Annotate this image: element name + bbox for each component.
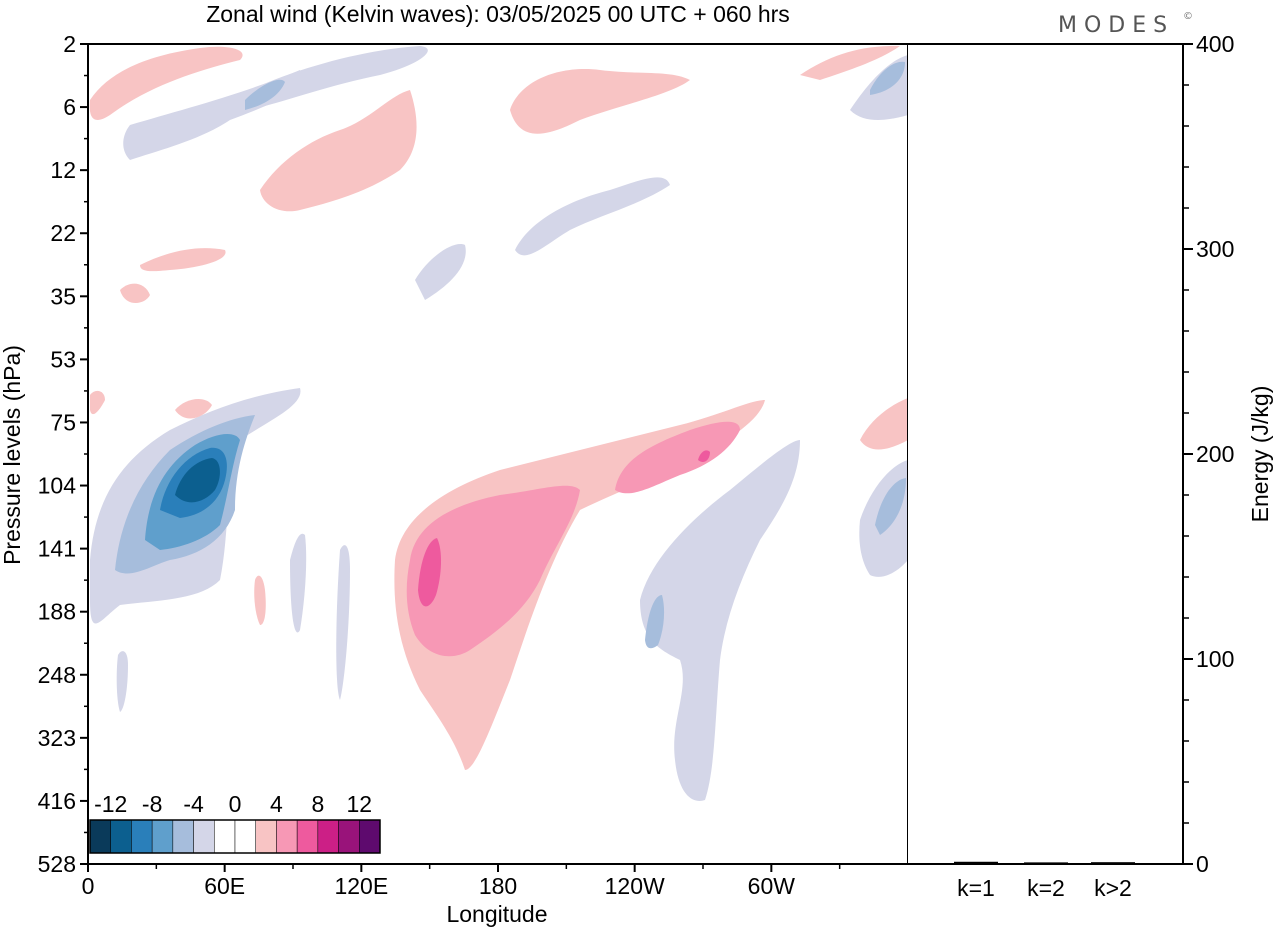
heatmap-y-label: Pressure levels (hPa) xyxy=(0,345,25,565)
heatmap-x-tick-label: 60E xyxy=(204,873,245,899)
colorbar-frame xyxy=(89,819,381,854)
colorbar-label: -4 xyxy=(183,791,204,817)
colorbar-swatch xyxy=(234,819,256,854)
colorbar-swatch xyxy=(131,819,153,854)
colorbar-swatch xyxy=(276,819,298,854)
energy-y-tick-label: 200 xyxy=(1196,441,1234,467)
contour-neg-top-right-core xyxy=(870,61,905,95)
colorbar-swatch xyxy=(317,819,339,854)
energy-y-tick-label: 400 xyxy=(1196,31,1234,57)
colorbar-label: 8 xyxy=(311,791,324,817)
heatmap-y-tick-label: 323 xyxy=(38,725,76,751)
contour-pos-stratosphere-band xyxy=(260,90,417,212)
colorbar-swatch xyxy=(255,819,277,854)
chart-title: Zonal wind (Kelvin waves): 03/05/2025 00… xyxy=(206,1,790,27)
heatmap-x-tick-label: 120E xyxy=(334,873,388,899)
heatmap-y-tick-label: 416 xyxy=(38,788,76,814)
brand-logo: MODES xyxy=(1058,13,1174,38)
colorbar-swatch xyxy=(296,819,319,854)
colorbar-swatch xyxy=(89,819,111,854)
energy-bar xyxy=(954,861,998,864)
heatmap-y-tick-label: 248 xyxy=(38,662,76,688)
heatmap-x-label: Longitude xyxy=(446,901,547,927)
contour-neg-streak-1 xyxy=(290,533,307,633)
contour-pos-streak-2 xyxy=(175,398,212,419)
contour-pos-streak-1 xyxy=(254,575,266,625)
energy-x-tick-label: k=2 xyxy=(1027,875,1065,901)
energy-y-label: Energy (J/kg) xyxy=(1247,386,1273,523)
contour-neg-right-edge-core xyxy=(875,478,906,535)
contour-pos-east-mid xyxy=(615,421,740,494)
energy-x-tick-label: k=1 xyxy=(957,875,995,901)
colorbar-label: -8 xyxy=(142,791,162,817)
colorbar-swatch xyxy=(338,819,360,854)
heatmap-y-tick-label: 75 xyxy=(50,409,76,435)
contour-neg-center-band xyxy=(515,177,670,256)
energy-bar xyxy=(1024,862,1068,865)
heatmap-x-axis: 0 60E 120E 180 120W 60W xyxy=(82,864,841,899)
heatmap-y-tick-label: 188 xyxy=(38,599,76,625)
contour-neg-streak-2 xyxy=(336,545,350,700)
colorbar-swatch xyxy=(151,819,174,854)
energy-bar xyxy=(1091,862,1135,865)
heatmap-panel: 2 6 12 22 35 53 75 104 141 188 248 323 416 528 0 60E 12… xyxy=(0,31,909,927)
contour-pos-upper-left xyxy=(89,46,243,121)
heatmap-y-tick-label: 35 xyxy=(50,283,76,309)
colorbar-swatch xyxy=(359,819,381,854)
heatmap-y-tick-label: 104 xyxy=(38,473,77,499)
colorbar-swatch xyxy=(193,819,215,854)
contour-neg-right-outer xyxy=(640,440,800,801)
contour-pos-center-outer xyxy=(394,400,765,770)
bar-panel-background xyxy=(908,44,1183,864)
contour-pos-top-right xyxy=(800,45,900,80)
colorbar-label: 12 xyxy=(346,791,372,817)
heatmap-x-tick-label: 0 xyxy=(82,873,95,899)
heatmap-y-tick-label: 528 xyxy=(38,851,76,877)
heatmap-y-tick-label: 2 xyxy=(63,31,76,57)
heatmap-y-tick-label: 22 xyxy=(50,220,76,246)
heatmap-y-tick-label: 12 xyxy=(50,157,76,183)
energy-y-tick-label: 100 xyxy=(1196,646,1234,672)
colorbar-swatch xyxy=(214,819,236,854)
contour-pos-top-mid xyxy=(510,69,690,134)
colorbar-label: 4 xyxy=(270,791,283,817)
heatmap-y-tick-label: 141 xyxy=(38,536,76,562)
energy-x-axis: k=1 k=2 k>2 xyxy=(957,875,1132,901)
contour-pos-center-core xyxy=(418,538,442,607)
energy-y-axis: 0 100 200 300 400 xyxy=(1183,31,1234,877)
contour-pos-mid-band xyxy=(140,248,226,272)
colorbar-swatch xyxy=(110,819,132,854)
colorbar-labels: -12 -8 -4 0 4 8 12 xyxy=(94,791,372,817)
heatmap-y-axis: 2 6 12 22 35 53 75 104 141 188 248 323 416 528 xyxy=(38,31,88,877)
colorbar-swatch xyxy=(172,819,194,854)
contour-pos-center-mid xyxy=(406,485,580,657)
heatmap-x-tick-label: 180 xyxy=(479,873,517,899)
heatmap-x-tick-label: 120W xyxy=(605,873,665,899)
brand-mark: © xyxy=(1183,11,1193,22)
energy-y-tick-label: 300 xyxy=(1196,236,1234,262)
contour-neg-right-core xyxy=(645,595,665,649)
contour-pos-right-edge xyxy=(860,398,908,450)
energy-y-tick-label: 0 xyxy=(1196,851,1209,877)
contour-neg-left-peak xyxy=(175,458,220,503)
contour-pos-small-left xyxy=(120,283,150,304)
colorbar-label: -12 xyxy=(94,791,127,817)
energy-x-tick-label: k>2 xyxy=(1094,875,1132,901)
contour-pos-east-core xyxy=(698,450,710,463)
wind-contours xyxy=(89,45,908,801)
contour-neg-streak-3 xyxy=(116,651,128,712)
colorbar-label: 0 xyxy=(229,791,242,817)
heatmap-y-tick-label: 6 xyxy=(63,94,76,120)
contour-neg-center-upper xyxy=(415,244,466,300)
colorbar xyxy=(89,819,381,854)
heatmap-x-tick-label: 60W xyxy=(748,873,796,899)
contour-neg-upper-core xyxy=(245,79,285,110)
energy-bar-panel: 0 100 200 300 400 k=1 k=2 k>2 Energy (J/kg) xyxy=(908,31,1273,901)
contour-pos-streak-3 xyxy=(90,390,105,415)
heatmap-y-tick-label: 53 xyxy=(50,346,76,372)
energy-bars xyxy=(954,861,1135,865)
contour-neg-upper-band xyxy=(240,46,428,110)
